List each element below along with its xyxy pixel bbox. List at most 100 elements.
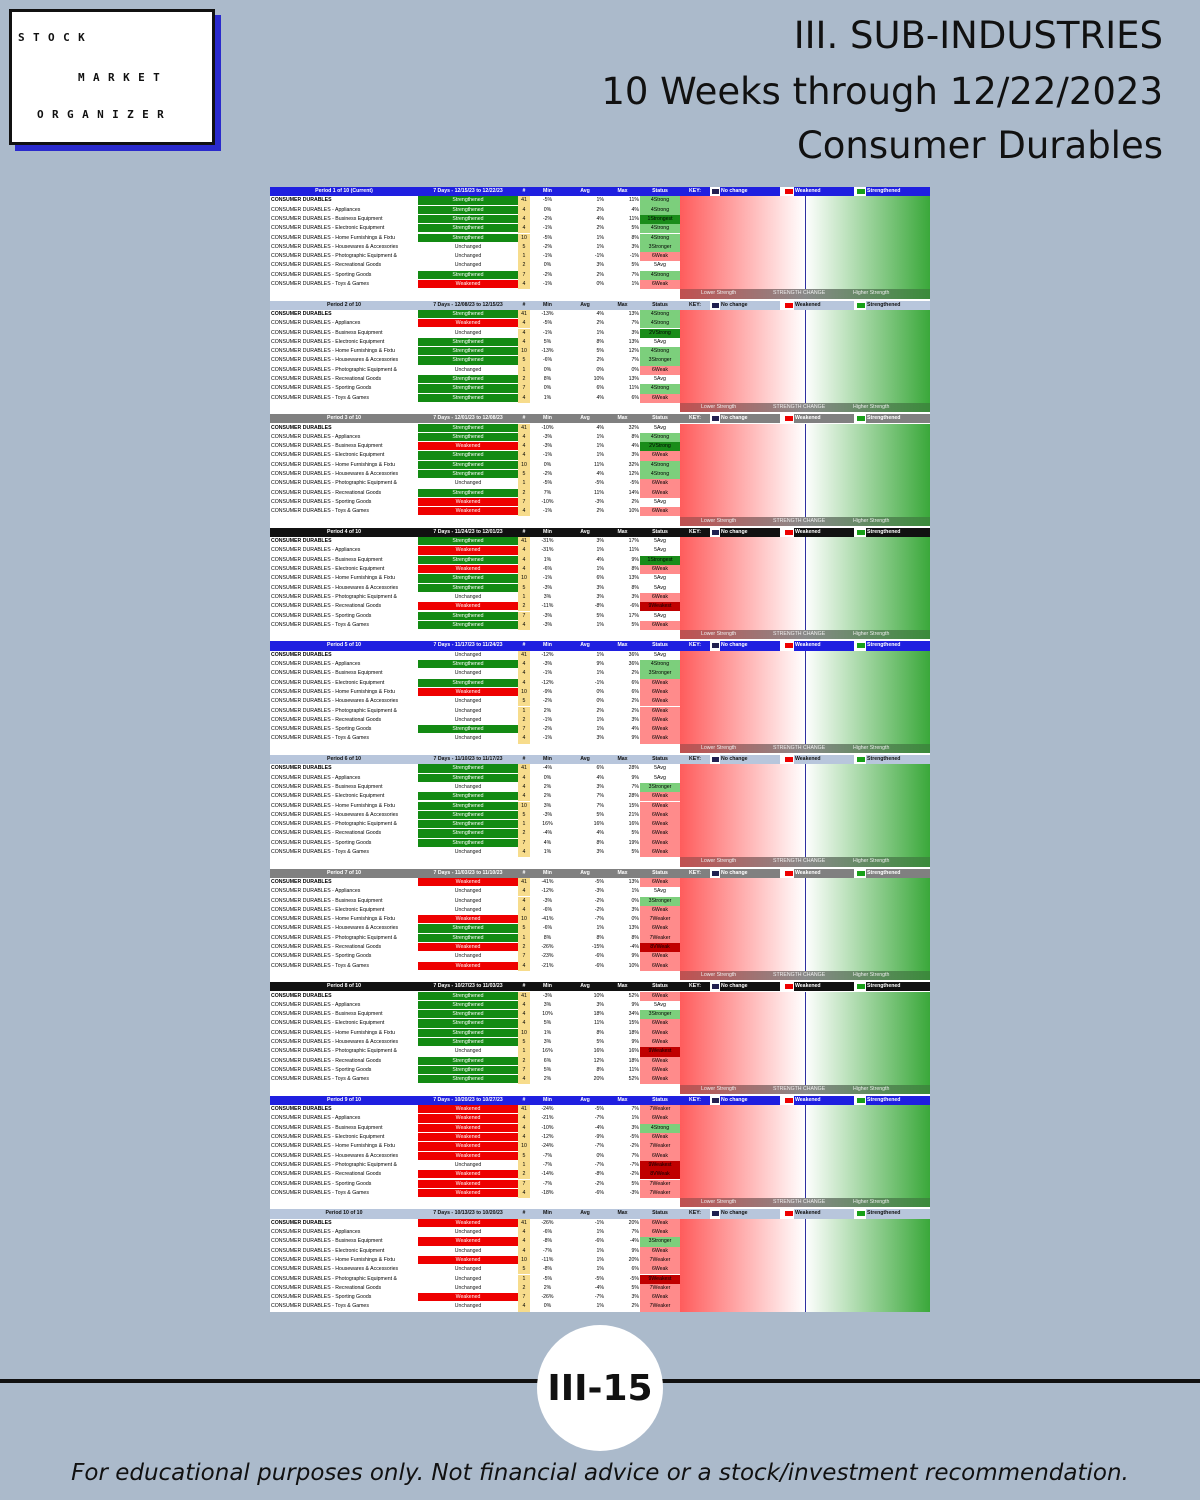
column-header: # xyxy=(518,755,530,765)
min: -6% xyxy=(542,925,553,932)
avg: 11% xyxy=(594,489,604,496)
key-label: KEY: xyxy=(680,1209,710,1219)
count: 4 xyxy=(518,1246,530,1256)
max: 3% xyxy=(631,593,640,600)
min: -2% xyxy=(542,698,553,705)
min: -1% xyxy=(542,281,553,287)
column-header: Avg xyxy=(565,1095,605,1106)
key-weakened: Weakened xyxy=(794,187,854,197)
avg: 6% xyxy=(596,575,605,582)
change: Unchanged xyxy=(418,1246,518,1256)
count: 4 xyxy=(518,546,530,556)
row-name: CONSUMER DURABLES - Electronic Equipment xyxy=(271,566,385,572)
change: Weakened xyxy=(418,1218,518,1228)
status: 3Stronger xyxy=(640,1237,680,1247)
status: 7Weaker xyxy=(640,933,680,943)
status: 6Weak xyxy=(640,1293,680,1303)
count: 4 xyxy=(518,669,530,679)
status: 5Avg xyxy=(640,423,680,433)
band-change: STRENGTH CHANGE xyxy=(773,290,826,297)
status: 4Strong xyxy=(640,309,680,320)
avg: -6% xyxy=(594,1238,604,1245)
count: 4 xyxy=(518,393,530,403)
min: -41% xyxy=(541,878,554,885)
avg: 1% xyxy=(596,925,605,932)
max: 10% xyxy=(628,962,639,969)
count: 7 xyxy=(518,1293,530,1303)
status: 7Weaker xyxy=(640,1302,680,1312)
count: 1 xyxy=(518,933,530,943)
max: 15% xyxy=(628,1020,639,1027)
row-name: CONSUMER DURABLES - Housewares & Accesso… xyxy=(271,584,399,591)
min: -5% xyxy=(542,480,553,487)
band-footer xyxy=(680,970,930,981)
avg: 0% xyxy=(596,698,605,705)
max: 32% xyxy=(628,424,639,431)
band-lower: Lower Strength xyxy=(701,631,737,638)
row-name: CONSUMER DURABLES - Recreational Goods xyxy=(271,376,382,382)
min: -1% xyxy=(542,329,553,336)
max: 2% xyxy=(631,670,640,677)
avg: 11% xyxy=(594,461,604,468)
count: 4 xyxy=(518,337,530,348)
count: 41 xyxy=(518,309,530,320)
min: -2% xyxy=(542,271,553,278)
min: -6% xyxy=(542,357,553,364)
band-higher: Higher Strength xyxy=(853,631,890,638)
column-header: Status xyxy=(640,755,680,765)
key-weakened: Weakened xyxy=(794,755,854,765)
key-swatch xyxy=(785,870,793,876)
min: -1% xyxy=(542,508,553,515)
column-header: # xyxy=(518,641,530,651)
count: 7 xyxy=(518,497,530,508)
band-change: STRENGTH CHANGE xyxy=(773,403,826,410)
row-name: CONSUMER DURABLES - Housewares & Accesso… xyxy=(271,925,399,932)
avg: 3% xyxy=(596,262,605,269)
change: Unchanged xyxy=(418,242,518,253)
max: 7% xyxy=(631,1152,640,1159)
count: 4 xyxy=(518,1188,530,1199)
count: 5 xyxy=(518,924,530,934)
avg: -5% xyxy=(594,480,604,487)
avg: 5% xyxy=(596,348,605,355)
row-name: CONSUMER DURABLES - Housewares & Accesso… xyxy=(271,243,399,250)
avg: 12% xyxy=(593,1057,604,1064)
max: 0% xyxy=(631,916,640,923)
band-footer xyxy=(680,402,930,413)
status: 6Weak xyxy=(640,1056,680,1066)
row-name: CONSUMER DURABLES - Toys & Games xyxy=(271,281,369,287)
avg: -6% xyxy=(594,953,604,960)
max: 6% xyxy=(631,394,640,401)
min: 3% xyxy=(543,593,552,600)
count: 5 xyxy=(518,1151,530,1161)
change: Weakened xyxy=(418,1293,518,1303)
count: 5 xyxy=(518,1265,530,1275)
count: 7 xyxy=(518,611,530,621)
key-no-change: No change xyxy=(720,982,780,992)
key-weakened: Weakened xyxy=(794,1209,854,1219)
min: -18% xyxy=(541,1189,554,1196)
min: -1% xyxy=(542,575,553,582)
max: 7% xyxy=(631,357,640,364)
min: 2% xyxy=(543,793,552,800)
column-header: Avg xyxy=(565,641,605,651)
status: 5Avg xyxy=(640,1000,680,1011)
status: 6Weak xyxy=(640,1075,680,1085)
band-higher: Higher Strength xyxy=(853,517,890,524)
key-swatch xyxy=(785,757,793,762)
avg: 10% xyxy=(593,992,604,999)
count: 5 xyxy=(518,356,530,366)
row-name: CONSUMER DURABLES xyxy=(271,424,332,431)
avg: -3% xyxy=(594,888,604,895)
status: 6Weak xyxy=(640,1218,680,1228)
min: -21% xyxy=(541,962,554,969)
max: 13% xyxy=(628,310,639,317)
count: 1 xyxy=(518,365,530,375)
avg: 16% xyxy=(593,821,604,828)
avg: 1% xyxy=(596,234,605,241)
period-title: Period 10 of 10 xyxy=(270,1209,418,1219)
avg: 2% xyxy=(596,357,605,364)
row-name: CONSUMER DURABLES - Toys & Games xyxy=(271,1076,369,1083)
change: Strengthened xyxy=(418,838,518,848)
min: -3% xyxy=(542,992,553,999)
